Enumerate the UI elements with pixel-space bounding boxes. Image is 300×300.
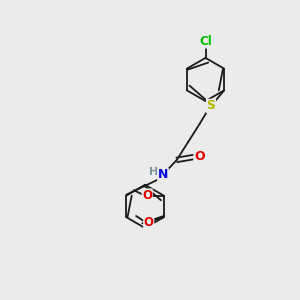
Text: O: O — [194, 150, 205, 164]
Text: O: O — [144, 216, 154, 229]
Text: O: O — [142, 189, 152, 202]
Text: H: H — [149, 167, 159, 177]
Text: Cl: Cl — [199, 35, 212, 48]
Text: S: S — [206, 99, 215, 112]
Text: N: N — [158, 168, 168, 182]
